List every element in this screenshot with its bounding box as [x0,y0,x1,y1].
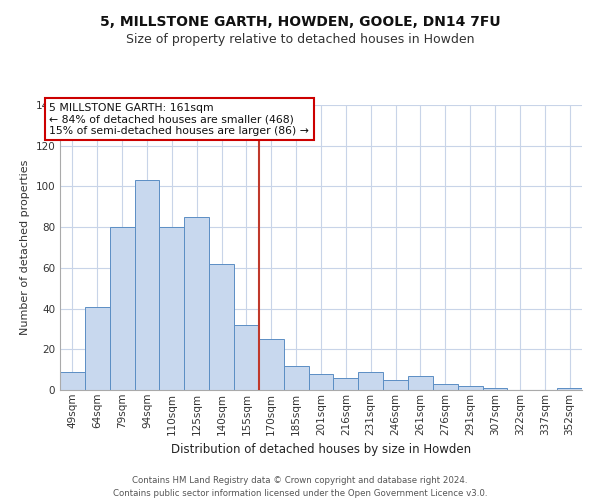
Bar [110,227,134,390]
Bar [433,384,458,390]
Y-axis label: Number of detached properties: Number of detached properties [20,160,30,335]
Bar [184,217,209,390]
Text: Size of property relative to detached houses in Howden: Size of property relative to detached ho… [126,32,474,46]
Bar [408,376,433,390]
Bar [383,380,408,390]
Bar [308,374,334,390]
Bar [160,227,184,390]
Text: Contains public sector information licensed under the Open Government Licence v3: Contains public sector information licen… [113,488,487,498]
Bar [458,386,482,390]
Bar [557,388,582,390]
Bar [209,264,234,390]
Text: 5 MILLSTONE GARTH: 161sqm
← 84% of detached houses are smaller (468)
15% of semi: 5 MILLSTONE GARTH: 161sqm ← 84% of detac… [49,102,309,136]
Bar [334,378,358,390]
Bar [284,366,308,390]
Bar [134,180,160,390]
Text: Contains HM Land Registry data © Crown copyright and database right 2024.: Contains HM Land Registry data © Crown c… [132,476,468,485]
Bar [60,372,85,390]
X-axis label: Distribution of detached houses by size in Howden: Distribution of detached houses by size … [171,443,471,456]
Bar [234,325,259,390]
Bar [85,306,110,390]
Bar [358,372,383,390]
Bar [482,388,508,390]
Bar [259,339,284,390]
Text: 5, MILLSTONE GARTH, HOWDEN, GOOLE, DN14 7FU: 5, MILLSTONE GARTH, HOWDEN, GOOLE, DN14 … [100,15,500,29]
